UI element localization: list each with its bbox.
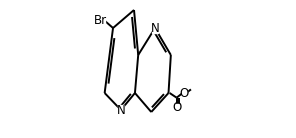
Polygon shape: [182, 89, 187, 97]
Polygon shape: [174, 104, 179, 111]
Polygon shape: [118, 105, 124, 115]
Text: N: N: [117, 104, 125, 116]
Text: Br: Br: [94, 14, 107, 26]
Polygon shape: [152, 23, 158, 33]
Text: O: O: [172, 101, 181, 114]
Polygon shape: [95, 15, 105, 25]
Text: N: N: [151, 22, 159, 34]
Text: O: O: [180, 87, 189, 100]
